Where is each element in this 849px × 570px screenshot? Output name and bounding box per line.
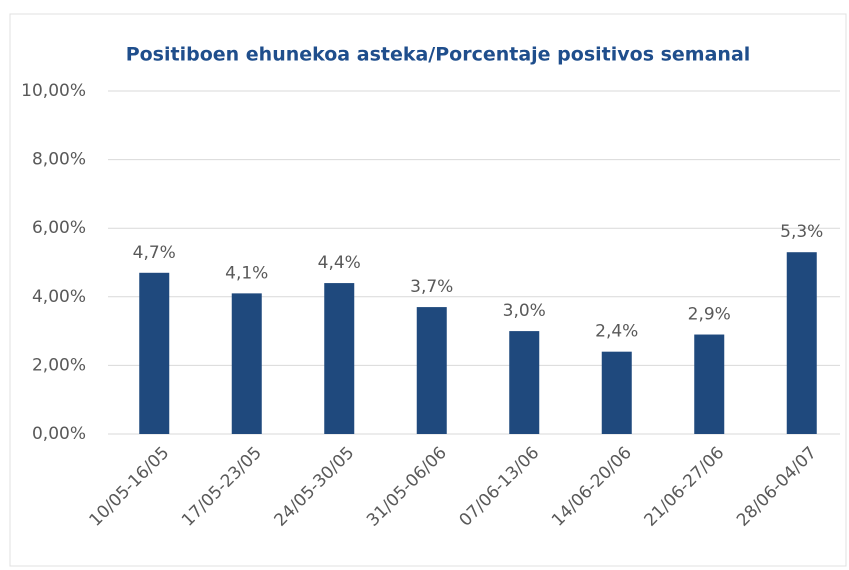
value-label: 3,0% xyxy=(503,301,546,321)
x-tick-label: 21/06-27/06 xyxy=(641,443,729,531)
chart-title: Positiboen ehunekoa asteka/Porcentaje po… xyxy=(126,44,751,66)
y-tick-label: 8,00% xyxy=(32,150,86,170)
bar xyxy=(416,307,447,434)
x-tick-label: 14/06-20/06 xyxy=(548,443,636,531)
x-tick-label: 28/06-04/07 xyxy=(733,443,821,531)
y-tick-label: 0,00% xyxy=(32,424,86,444)
x-tick-label: 31/05-06/06 xyxy=(363,443,451,531)
value-label: 4,7% xyxy=(133,243,176,263)
bar xyxy=(694,334,725,434)
bar xyxy=(601,351,632,434)
value-label: 4,4% xyxy=(318,253,361,273)
y-tick-label: 6,00% xyxy=(32,218,86,238)
x-tick-label: 17/05-23/05 xyxy=(178,443,266,531)
chart-border xyxy=(9,13,847,567)
y-tick-label: 2,00% xyxy=(32,355,86,375)
y-tick-label: 10,00% xyxy=(21,81,86,101)
bar xyxy=(786,252,817,434)
value-label: 4,1% xyxy=(225,263,268,283)
bar xyxy=(139,272,170,434)
x-tick-label: 10/05-16/05 xyxy=(86,443,174,531)
x-tick-label: 07/06-13/06 xyxy=(456,443,544,531)
x-tick-label: 24/05-30/05 xyxy=(271,443,359,531)
bar xyxy=(509,331,540,434)
y-tick-label: 4,00% xyxy=(32,287,86,307)
value-label: 2,9% xyxy=(688,305,731,325)
value-label: 3,7% xyxy=(410,277,453,297)
value-label: 2,4% xyxy=(595,322,638,342)
value-label: 5,3% xyxy=(780,222,823,242)
bar xyxy=(231,293,262,434)
bar xyxy=(324,283,355,434)
